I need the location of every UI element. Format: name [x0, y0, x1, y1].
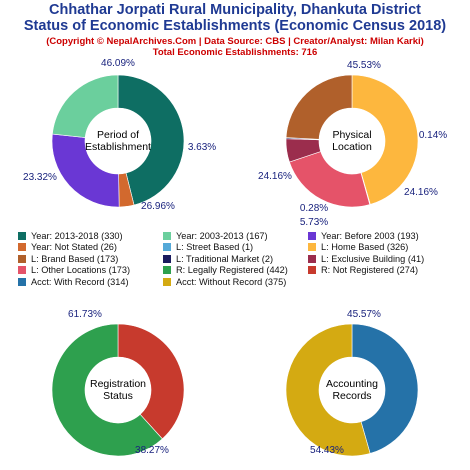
legend-label: R: Legally Registered (442)	[176, 265, 288, 276]
legend-item: Year: 2013-2018 (330)	[18, 231, 123, 242]
donut-center-label: Registration	[90, 378, 146, 390]
donut-hole	[319, 108, 385, 174]
legend-swatch	[163, 277, 171, 286]
percent-label: 54.43%	[310, 445, 344, 456]
legend-label: Year: Not Stated (26)	[31, 242, 117, 253]
legend-swatch	[308, 243, 316, 252]
legend-item: Year: 2003-2013 (167)	[163, 231, 268, 242]
legend-swatch	[308, 232, 316, 240]
donut-center-label: Records	[332, 390, 371, 402]
legend-swatch	[308, 266, 316, 275]
percent-label: 38.27%	[135, 445, 169, 456]
donut-hole	[85, 108, 151, 174]
legend-item: Acct: With Record (314)	[18, 277, 129, 288]
donut-center-label: Period of	[97, 129, 139, 141]
donut-center-label: Location	[332, 141, 372, 153]
legend-swatch	[18, 277, 26, 286]
legend-label: L: Exclusive Building (41)	[321, 253, 425, 264]
legend-item: L: Exclusive Building (41)	[308, 254, 424, 265]
legend-swatch	[18, 254, 26, 263]
legend-item: L: Traditional Market (2)	[163, 254, 273, 265]
chart-title-line2: Status of Economic Establishments (Econo…	[23, 18, 447, 34]
percent-label: 0.14%	[419, 130, 447, 141]
legend-label: L: Other Locations (173)	[31, 265, 131, 276]
legend-label: L: Street Based (1)	[176, 242, 254, 253]
legend-item: L: Home Based (326)	[308, 242, 408, 253]
percent-label: 24.16%	[258, 171, 292, 182]
legend-label: Acct: With Record (314)	[31, 276, 129, 287]
legend-item: R: Not Registered (274)	[308, 265, 418, 276]
legend-item: L: Brand Based (173)	[18, 254, 118, 265]
legend-label: L: Brand Based (173)	[31, 253, 119, 264]
percent-label: 5.73%	[300, 217, 328, 228]
percent-label: 45.57%	[347, 309, 381, 320]
legend-swatch	[18, 243, 26, 252]
donut-center-label: Status	[103, 390, 133, 402]
total-establishments: Total Economic Establishments: 716	[152, 47, 318, 58]
percent-label: 24.16%	[404, 187, 438, 198]
donut-slice	[351, 323, 419, 454]
legend-swatch	[163, 266, 171, 275]
legend-label: R: Not Registered (274)	[321, 265, 419, 276]
donut-hole	[85, 357, 151, 423]
legend-label: Year: 2003-2013 (167)	[176, 231, 268, 241]
legend-swatch	[163, 232, 171, 240]
legend-item: L: Other Locations (173)	[18, 265, 130, 276]
legend-item: L: Street Based (1)	[163, 242, 253, 253]
percent-label: 45.53%	[347, 60, 381, 71]
legend-label: Year: 2013-2018 (330)	[31, 231, 123, 241]
legend-item: R: Legally Registered (442)	[163, 265, 288, 276]
donut-center-label: Accounting	[326, 378, 378, 390]
legend-label: Year: Before 2003 (193)	[321, 231, 419, 241]
donut-center-label: Establishment	[85, 141, 151, 153]
legend-swatch	[308, 254, 316, 263]
legend-item: Year: Before 2003 (193)	[308, 231, 419, 242]
legend-item: Year: Not Stated (26)	[18, 242, 117, 253]
percent-label: 46.09%	[101, 58, 135, 69]
donut-center-label: Physical	[332, 129, 371, 141]
legend-label: L: Home Based (326)	[321, 242, 409, 253]
percent-label: 61.73%	[68, 309, 102, 320]
legend-swatch	[18, 232, 26, 240]
legend-swatch	[163, 243, 171, 252]
percent-label: 0.28%	[300, 203, 328, 214]
legend-item: Acct: Without Record (375)	[163, 277, 286, 288]
legend-swatch	[18, 266, 26, 275]
legend-label: Acct: Without Record (375)	[176, 276, 287, 287]
copyright-note: (Copyright © NepalArchives.Com | Data So…	[46, 36, 424, 47]
legend-swatch	[163, 254, 171, 263]
donut-hole	[319, 357, 385, 423]
legend-label: L: Traditional Market (2)	[176, 253, 274, 264]
percent-label: 26.96%	[141, 201, 175, 212]
chart-title-line1: Chhathar Jorpati Rural Municipality, Dha…	[49, 2, 421, 18]
percent-label: 23.32%	[23, 172, 57, 183]
percent-label: 3.63%	[188, 142, 216, 153]
